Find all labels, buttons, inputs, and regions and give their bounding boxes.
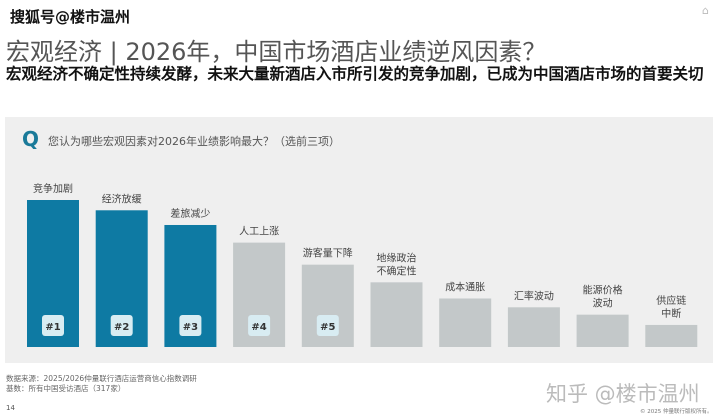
rank-badge [110, 315, 133, 336]
category-label: 游客量下降 [303, 247, 353, 260]
category-label: 地缘政治 [377, 251, 417, 264]
rank-badge [316, 315, 339, 336]
page-subtitle: 宏观经济不确定性持续发酵，未来大量新酒店入市所引发的竞争加剧，已成为中国酒店市场… [6, 65, 704, 83]
bar [439, 298, 492, 347]
category-label: 汇率波动 [514, 289, 554, 302]
bar [576, 314, 629, 347]
category-label: 中断 [661, 307, 681, 320]
category-label: 竞争加剧 [33, 182, 73, 195]
page-number: 14 [6, 404, 15, 412]
watermark-top: 搜狐号@楼市温州 [10, 8, 131, 26]
rank-label: #5 [320, 322, 335, 333]
category-label: 波动 [593, 297, 613, 310]
copyright: © 2025 仲量联行版权所有。 [640, 409, 713, 415]
base-text: 基数：所有中国受访酒店（317家） [6, 384, 126, 393]
category-label: 经济放缓 [102, 192, 142, 205]
rank-label: #4 [251, 322, 266, 333]
home-icon: ⌂ [702, 4, 709, 17]
category-label: 能源价格 [583, 284, 623, 297]
chart-title: 您认为哪些宏观因素对2026年业绩影响最大？（选前三项） [48, 135, 340, 148]
bar [507, 307, 560, 347]
category-label: 差旅减少 [170, 207, 210, 220]
bar [370, 282, 423, 347]
watermark-bottom: 知乎 @楼市温州 [546, 382, 700, 406]
category-label: 成本通胀 [445, 280, 485, 293]
rank-label: #1 [45, 322, 60, 333]
rank-label: #3 [183, 322, 198, 333]
rank-badge [179, 315, 202, 336]
rank-label: #2 [114, 322, 129, 333]
source-text: 数据来源：2025/2026仲量联行酒店运营商信心指数调研 [6, 374, 197, 383]
question-icon: Q [22, 127, 40, 151]
page-title: 宏观经济 | 2026年，中国市场酒店业绩逆风因素？ [6, 38, 547, 66]
category-label: 供应链 [656, 294, 686, 307]
bar [645, 324, 698, 347]
rank-badge [248, 315, 271, 336]
rank-badge [42, 315, 64, 336]
category-label: 人工上涨 [239, 226, 279, 238]
category-label: 不确定性 [377, 264, 417, 277]
source-note: 数据来源：2025/2026仲量联行酒店运营商信心指数调研 基数：所有中国受访酒… [6, 374, 197, 394]
